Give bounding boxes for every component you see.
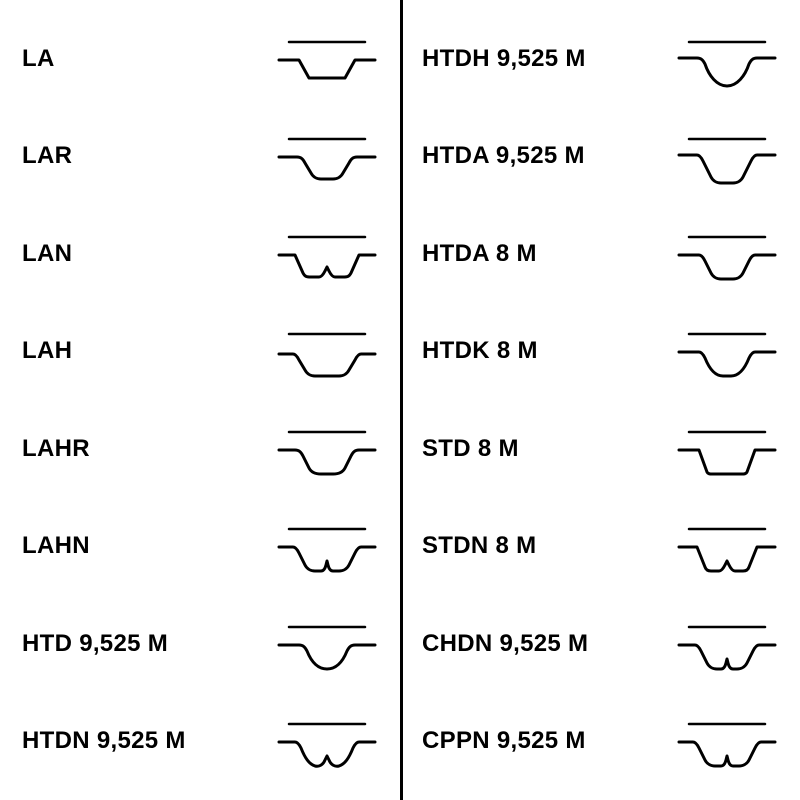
profile-label: LAHR (22, 435, 272, 463)
profile-glyph-icon (672, 418, 782, 480)
profile-glyph-icon (672, 320, 782, 382)
profile-row: HTDH 9,525 M (400, 14, 800, 104)
profile-label: STD 8 M (422, 435, 672, 463)
profile-label: CHDN 9,525 M (422, 630, 672, 658)
profile-glyph-icon (272, 320, 382, 382)
profile-glyph-icon (672, 515, 782, 577)
profile-label: HTDK 8 M (422, 337, 672, 365)
profile-glyph-icon (672, 223, 782, 285)
profile-row: STDN 8 M (400, 501, 800, 591)
profile-label: LAHN (22, 532, 272, 560)
profile-glyph-icon (672, 710, 782, 772)
profile-label: STDN 8 M (422, 532, 672, 560)
profile-label: LAH (22, 337, 272, 365)
profile-row: HTD 9,525 M (0, 599, 400, 689)
profile-row: CPPN 9,525 M (400, 696, 800, 786)
profile-label: HTDA 9,525 M (422, 142, 672, 170)
profile-row: HTDA 9,525 M (400, 111, 800, 201)
profile-row: LAR (0, 111, 400, 201)
profile-row: LAN (0, 209, 400, 299)
profile-row: LA (0, 14, 400, 104)
right-column: HTDH 9,525 M HTDA 9,525 M HTDA 8 M HTDK 8 M… (400, 0, 800, 800)
profile-chart: LA LAR LAN LAH LAHR LAHN HTD 9,525 M HTDN 9,525… (0, 0, 800, 800)
profile-row: LAHR (0, 404, 400, 494)
profile-row: LAHN (0, 501, 400, 591)
profile-row: HTDK 8 M (400, 306, 800, 396)
profile-glyph-icon (672, 613, 782, 675)
profile-row: LAH (0, 306, 400, 396)
profile-glyph-icon (272, 515, 382, 577)
profile-label: LAR (22, 142, 272, 170)
center-divider (400, 0, 403, 800)
profile-label: HTDH 9,525 M (422, 45, 672, 73)
profile-row: HTDN 9,525 M (0, 696, 400, 786)
profile-glyph-icon (672, 125, 782, 187)
profile-row: CHDN 9,525 M (400, 599, 800, 689)
profile-glyph-icon (272, 28, 382, 90)
profile-label: HTD 9,525 M (22, 630, 272, 658)
profile-label: LA (22, 45, 272, 73)
profile-glyph-icon (272, 710, 382, 772)
left-column: LA LAR LAN LAH LAHR LAHN HTD 9,525 M HTDN 9,525… (0, 0, 400, 800)
profile-label: LAN (22, 240, 272, 268)
profile-glyph-icon (272, 125, 382, 187)
profile-glyph-icon (272, 613, 382, 675)
profile-label: HTDA 8 M (422, 240, 672, 268)
profile-glyph-icon (672, 28, 782, 90)
profile-label: HTDN 9,525 M (22, 727, 272, 755)
profile-glyph-icon (272, 223, 382, 285)
profile-row: STD 8 M (400, 404, 800, 494)
profile-label: CPPN 9,525 M (422, 727, 672, 755)
profile-glyph-icon (272, 418, 382, 480)
profile-row: HTDA 8 M (400, 209, 800, 299)
